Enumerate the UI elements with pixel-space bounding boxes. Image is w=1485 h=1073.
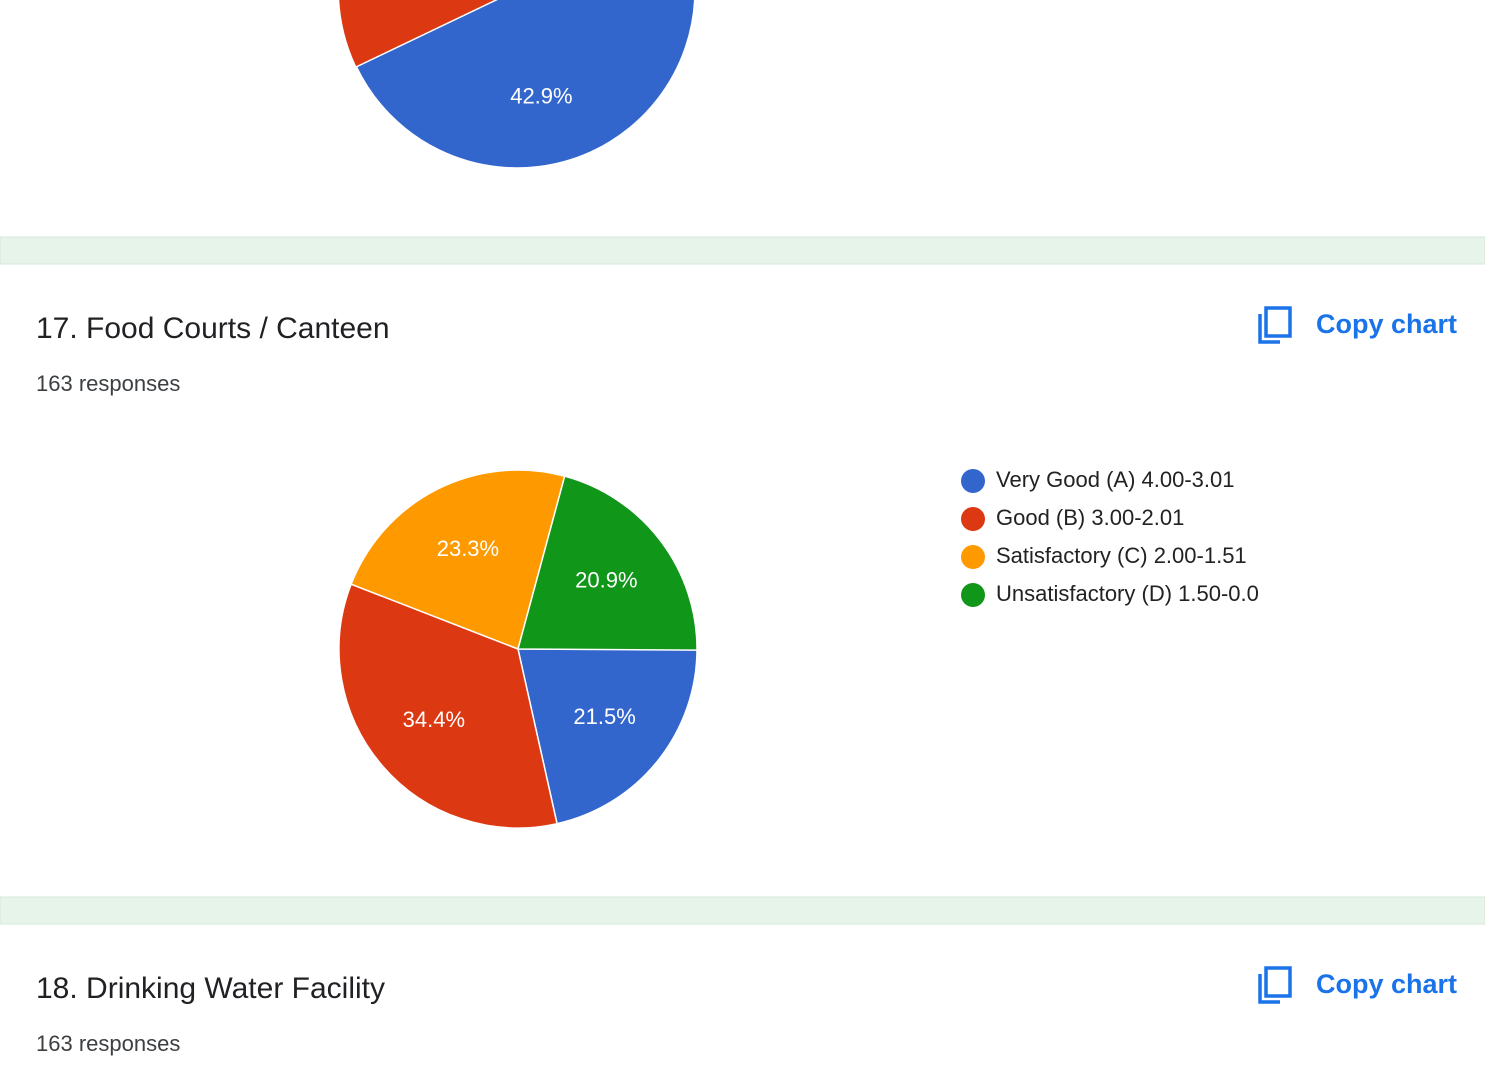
separator <box>0 236 1485 265</box>
slice-label: 34.4% <box>403 707 465 732</box>
copy-chart-button[interactable]: Copy chart <box>1258 306 1457 344</box>
question-title: 17. Food Courts / Canteen <box>36 312 390 345</box>
pie-slice <box>355 0 696 169</box>
legend-label: Very Good (A) 4.00-3.01 <box>996 467 1234 492</box>
slice-label: 42.9% <box>510 83 572 108</box>
pie-slice <box>517 475 698 651</box>
pie-slice <box>338 583 558 829</box>
legend-swatch <box>961 469 985 493</box>
copy-chart-label[interactable]: Copy chart <box>1316 969 1457 999</box>
legend-swatch <box>961 507 985 531</box>
pie-slice <box>350 469 566 651</box>
slice-label: 20.9% <box>575 568 637 593</box>
slice-label: 23.3% <box>437 536 499 561</box>
legend-label: Satisfactory (C) 2.00-1.51 <box>996 543 1247 568</box>
legend-label: Unsatisfactory (D) 1.50-0.0 <box>996 581 1259 606</box>
legend-swatch <box>961 583 985 607</box>
copy-icon <box>1258 966 1292 1004</box>
response-count: 163 responses <box>36 371 180 396</box>
copy-icon <box>1258 306 1292 344</box>
separator <box>0 896 1485 925</box>
copy-chart-button[interactable]: Copy chart <box>1258 966 1457 1004</box>
legend-swatch <box>961 545 985 569</box>
legend-label: Good (B) 3.00-2.01 <box>996 505 1184 530</box>
question-title: 18. Drinking Water Facility <box>36 972 385 1005</box>
response-count: 163 responses <box>36 1031 180 1056</box>
copy-chart-label[interactable]: Copy chart <box>1316 309 1457 339</box>
slice-label: 21.5% <box>573 704 635 729</box>
pie-slice <box>517 648 698 825</box>
